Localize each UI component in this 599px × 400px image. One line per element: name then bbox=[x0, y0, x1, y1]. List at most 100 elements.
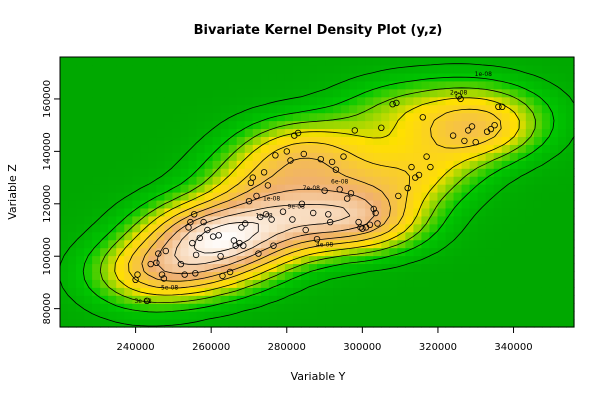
heatmap-cell bbox=[204, 223, 214, 233]
heatmap-cell bbox=[84, 223, 93, 233]
heatmap-cell bbox=[196, 128, 206, 138]
heatmap-cell bbox=[156, 184, 166, 193]
heatmap-cell bbox=[132, 279, 141, 288]
heatmap-cell bbox=[405, 144, 414, 153]
heatmap-cell bbox=[228, 199, 238, 209]
y-tick-label: 120000 bbox=[42, 185, 53, 223]
heatmap-cell bbox=[437, 279, 447, 288]
heatmap-cell bbox=[132, 319, 141, 328]
heatmap-cell bbox=[100, 96, 109, 106]
heatmap-cell bbox=[357, 144, 366, 153]
heatmap-cell bbox=[389, 255, 398, 265]
heatmap-cell bbox=[397, 319, 406, 328]
heatmap-cell bbox=[300, 160, 310, 169]
heatmap-cell bbox=[445, 168, 455, 177]
heatmap-cell bbox=[212, 128, 222, 138]
heatmap-cell bbox=[124, 199, 133, 209]
heatmap-cell bbox=[349, 104, 358, 114]
heatmap-cell bbox=[132, 199, 141, 209]
heatmap-cell bbox=[565, 255, 575, 265]
heatmap-cell bbox=[565, 319, 575, 328]
heatmap-cell bbox=[437, 144, 447, 153]
heatmap-cell bbox=[212, 112, 222, 122]
heatmap-cell bbox=[413, 207, 423, 217]
heatmap-cell bbox=[148, 319, 157, 328]
heatmap-cell bbox=[397, 239, 406, 249]
heatmap-cell bbox=[469, 168, 479, 177]
heatmap-cell bbox=[349, 215, 358, 225]
heatmap-cell bbox=[501, 247, 511, 257]
heatmap-cell bbox=[300, 112, 310, 122]
heatmap-cell bbox=[60, 223, 69, 233]
heatmap-cell bbox=[381, 199, 390, 209]
heatmap-cell bbox=[204, 287, 214, 296]
heatmap-cell bbox=[100, 88, 109, 98]
heatmap-cell bbox=[92, 96, 101, 106]
heatmap-cell bbox=[437, 80, 447, 90]
heatmap-cell bbox=[236, 215, 246, 225]
heatmap-cell bbox=[461, 136, 471, 145]
heatmap-cell bbox=[525, 215, 535, 225]
heatmap-cell bbox=[244, 184, 254, 193]
heatmap-cell bbox=[317, 96, 326, 106]
heatmap-cell bbox=[188, 96, 198, 106]
heatmap-cell bbox=[220, 120, 230, 130]
heatmap-cell bbox=[525, 57, 535, 66]
heatmap-cell bbox=[268, 80, 278, 90]
heatmap-cell bbox=[357, 223, 366, 233]
heatmap-cell bbox=[333, 255, 342, 265]
heatmap-cell bbox=[172, 128, 182, 138]
heatmap-cell bbox=[204, 184, 214, 193]
heatmap-cell bbox=[252, 247, 262, 257]
heatmap-cell bbox=[389, 287, 398, 296]
heatmap-cell bbox=[68, 176, 77, 185]
heatmap-cell bbox=[357, 57, 366, 66]
heatmap-cell bbox=[549, 88, 559, 98]
heatmap-cell bbox=[453, 128, 463, 138]
heatmap-cell bbox=[156, 88, 166, 98]
heatmap-cell bbox=[196, 144, 206, 153]
heatmap-cell bbox=[244, 64, 254, 74]
heatmap-cell bbox=[397, 88, 406, 98]
heatmap-cell bbox=[461, 64, 471, 74]
heatmap-cell bbox=[541, 88, 551, 98]
heatmap-cell bbox=[341, 303, 350, 312]
heatmap-cell bbox=[549, 199, 559, 209]
heatmap-cell bbox=[493, 144, 503, 153]
heatmap-cell bbox=[60, 263, 69, 273]
heatmap-cell bbox=[437, 128, 447, 138]
heatmap-cell bbox=[469, 279, 479, 288]
heatmap-cell bbox=[549, 239, 559, 249]
heatmap-cell bbox=[549, 104, 559, 114]
heatmap-cell bbox=[453, 136, 463, 145]
heatmap-cell bbox=[148, 112, 157, 122]
heatmap-cell bbox=[317, 184, 326, 193]
heatmap-cell bbox=[517, 231, 527, 241]
y-tick-label: 160000 bbox=[42, 80, 53, 118]
heatmap-cell bbox=[140, 192, 149, 201]
heatmap-cell bbox=[156, 279, 166, 288]
heatmap-cell bbox=[517, 120, 527, 130]
heatmap-cell bbox=[252, 88, 262, 98]
heatmap-cell bbox=[381, 271, 390, 280]
heatmap-cell bbox=[308, 128, 318, 138]
heatmap-cell bbox=[541, 263, 551, 273]
heatmap-cell bbox=[252, 287, 262, 296]
heatmap-cell bbox=[244, 192, 254, 201]
heatmap-cell bbox=[92, 136, 101, 145]
heatmap-cell bbox=[132, 295, 141, 304]
heatmap-cell bbox=[244, 279, 254, 288]
heatmap-cell bbox=[268, 311, 278, 320]
heatmap-cell bbox=[517, 112, 527, 122]
heatmap-cell bbox=[389, 215, 398, 225]
heatmap-cell bbox=[421, 88, 431, 98]
heatmap-cell bbox=[325, 192, 334, 201]
heatmap-cell bbox=[517, 192, 527, 201]
heatmap-cell bbox=[116, 168, 125, 177]
heatmap-cell bbox=[244, 128, 254, 138]
heatmap-cell bbox=[236, 176, 246, 185]
heatmap-cell bbox=[469, 72, 479, 82]
heatmap-cell bbox=[300, 215, 310, 225]
heatmap-cell bbox=[260, 136, 270, 145]
heatmap-cell bbox=[76, 120, 85, 130]
